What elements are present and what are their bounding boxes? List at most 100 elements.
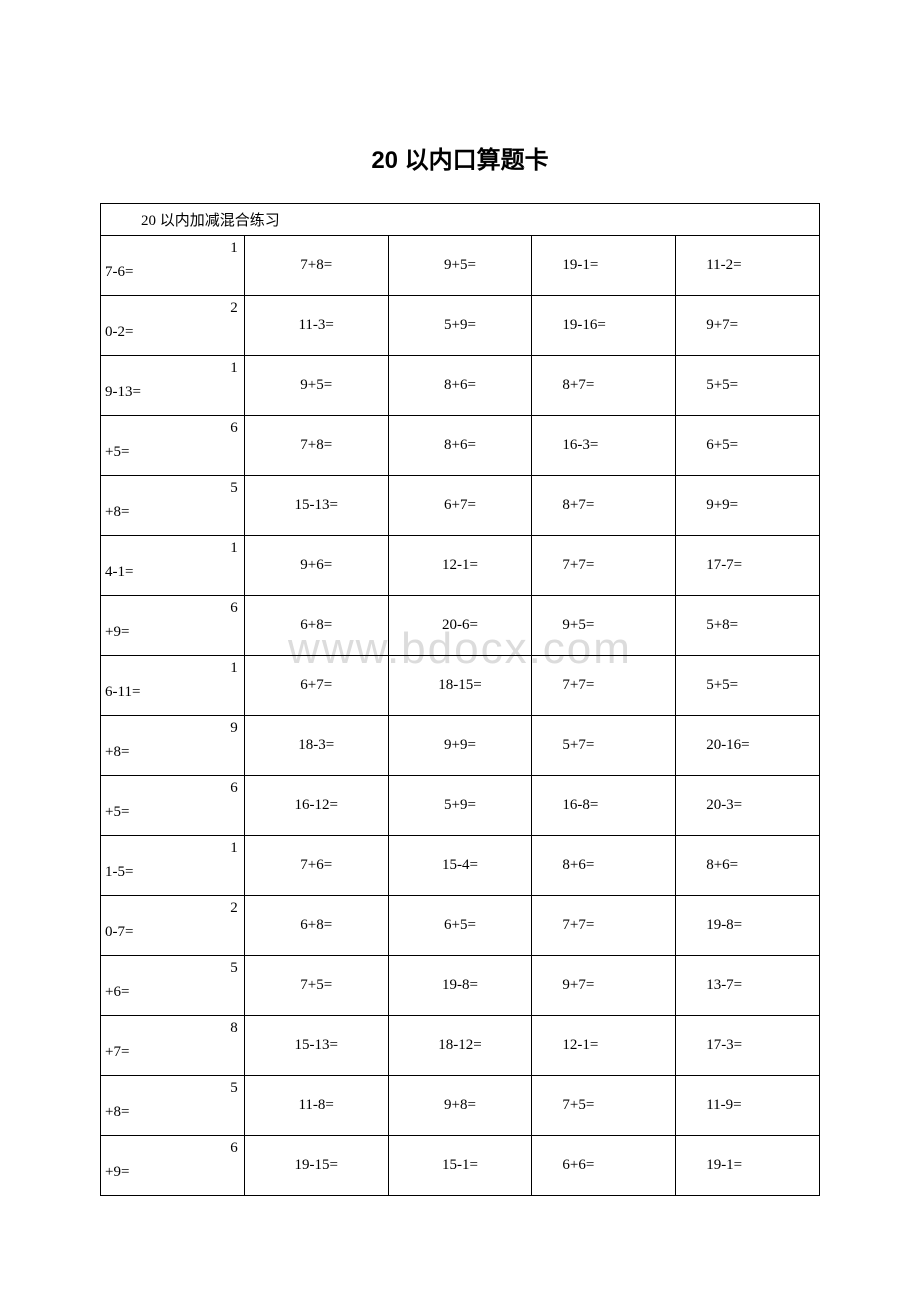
cell-expression: 19-8= [388,956,532,1016]
cell-expression: 6+6= [532,1136,676,1196]
cell-index: 14-1= [101,536,245,596]
cell-expression: 20-3= [676,776,820,836]
cell-expression: 19-1= [532,236,676,296]
row-number: 2 [230,900,238,917]
cell-expression: +9= [105,1164,129,1181]
cell-index: 9 +8= [101,716,245,776]
cell-expression: 9+8= [388,1076,532,1136]
table-row: 6+9=6+8=20-6=9+5=5+8= [101,596,820,656]
cell-expression: 6+8= [244,596,388,656]
row-number: 9 [230,720,238,737]
cell-expression: 11-3= [244,296,388,356]
table-row: 19-13=9+5=8+6=8+7=5+5= [101,356,820,416]
cell-expression: +8= [105,744,129,761]
cell-expression: 8+6= [388,416,532,476]
cell-expression: 7+5= [532,1076,676,1136]
cell-index: 2 0-2= [101,296,245,356]
cell-expression: 9+5= [388,236,532,296]
cell-expression: 17-7= [676,536,820,596]
row-number: 1 [230,240,238,257]
cell-expression: 5+7= [532,716,676,776]
row-number: 6 [230,420,238,437]
math-table: 20 以内加减混合练习 17-6=7+8=9+5=19-1=11-2=20-2=… [100,203,820,1196]
cell-expression: +9= [105,624,129,641]
table-header-row: 20 以内加减混合练习 [101,204,820,236]
row-number: 6 [230,780,238,797]
row-number: 2 [230,300,238,317]
table-row: 8+7=15-13=18-12=12-1=17-3= [101,1016,820,1076]
cell-expression: 12-1= [388,536,532,596]
cell-index: 2 0-7= [101,896,245,956]
row-number: 8 [230,1020,238,1037]
cell-expression: 5+5= [676,656,820,716]
cell-expression: +7= [105,1044,129,1061]
cell-expression: 19-1= [676,1136,820,1196]
cell-expression: 6+7= [388,476,532,536]
cell-expression: 8+7= [532,356,676,416]
cell-expression: 15-13= [244,1016,388,1076]
table-row: 20-2=11-3=5+9=19-16=9+7= [101,296,820,356]
cell-expression: 19-16= [532,296,676,356]
cell-expression: 19-15= [244,1136,388,1196]
row-number: 1 [230,660,238,677]
cell-expression: 9+7= [532,956,676,1016]
cell-expression: 15-1= [388,1136,532,1196]
cell-expression: 13-7= [676,956,820,1016]
table-row: 5+8=15-13=6+7=8+7=9+9= [101,476,820,536]
cell-index: 6 +5= [101,776,245,836]
row-number: 1 [230,840,238,857]
cell-expression: 17-3= [676,1016,820,1076]
cell-expression: 8+6= [532,836,676,896]
table-row: 6+9=19-15=15-1=6+6=19-1= [101,1136,820,1196]
table-row: 11-5=7+6=15-4=8+6=8+6= [101,836,820,896]
cell-expression: 7+8= [244,416,388,476]
cell-expression: 9+6= [244,536,388,596]
cell-expression: 5+8= [676,596,820,656]
cell-expression: 9+9= [676,476,820,536]
cell-index: 5 +8= [101,476,245,536]
cell-expression: 5+9= [388,296,532,356]
cell-expression: 11-8= [244,1076,388,1136]
cell-index: 6+9= [101,1136,245,1196]
cell-expression: 0-2= [105,324,133,341]
cell-expression: +5= [105,804,129,821]
cell-expression: 16-12= [244,776,388,836]
row-number: 5 [230,480,238,497]
cell-expression: 7+7= [532,896,676,956]
cell-index: 1 7-6= [101,236,245,296]
cell-expression: 7+8= [244,236,388,296]
cell-index: 6 +9= [101,596,245,656]
cell-index: 5+8= [101,1076,245,1136]
cell-expression: 11-2= [676,236,820,296]
cell-expression: 7+6= [244,836,388,896]
cell-expression: 15-4= [388,836,532,896]
document-page: 20 以内口算题卡 20 以内加减混合练习 17-6=7+8=9+5=19-1=… [0,0,920,1256]
cell-expression: 6+5= [388,896,532,956]
cell-expression: 15-13= [244,476,388,536]
cell-expression: 7+5= [244,956,388,1016]
cell-expression: 18-3= [244,716,388,776]
cell-expression: 7-6= [105,264,133,281]
row-number: 5 [230,960,238,977]
cell-expression: 9+5= [532,596,676,656]
table-row: 1 7-6= 7+8=9+5=19-1=11-2= [101,236,820,296]
table-row: 16-11=6+7=18-15=7+7=5+5= [101,656,820,716]
cell-expression: 19-8= [676,896,820,956]
cell-expression: 12-1= [532,1016,676,1076]
cell-expression: +5= [105,444,129,461]
row-number: 6 [230,600,238,617]
row-number: 1 [230,360,238,377]
table-row: 6+5=7+8=8+6=16-3=6+5= [101,416,820,476]
cell-expression: +8= [105,504,129,521]
page-title: 20 以内口算题卡 [100,140,820,175]
cell-expression: 9+9= [388,716,532,776]
cell-expression: 7+7= [532,656,676,716]
cell-expression: 11-9= [676,1076,820,1136]
cell-expression: 16-3= [532,416,676,476]
table-row: 14-1=9+6=12-1=7+7=17-7= [101,536,820,596]
table-subtitle-cell: 20 以内加减混合练习 [101,204,820,236]
cell-expression: 8+6= [388,356,532,416]
cell-expression: 0-7= [105,924,133,941]
row-number: 5 [230,1080,238,1097]
cell-index: 8 +7= [101,1016,245,1076]
